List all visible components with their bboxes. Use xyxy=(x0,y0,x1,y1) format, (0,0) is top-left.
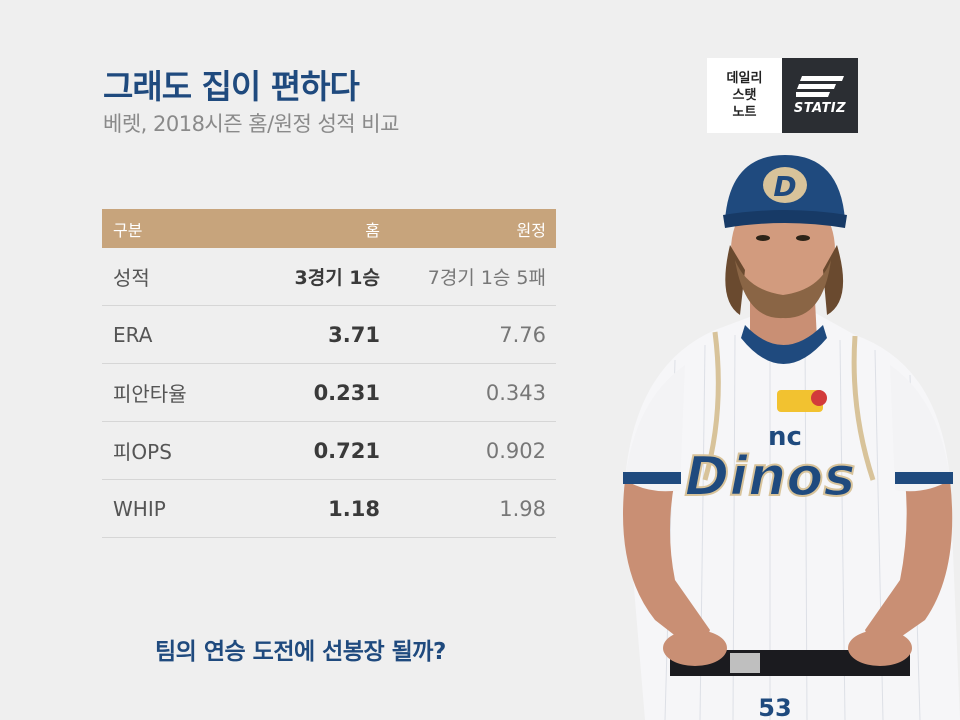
home-value: 3경기 1승 xyxy=(294,267,381,289)
header-away: 원정 xyxy=(516,220,546,240)
table-row: ERA 3.71 7.76 xyxy=(102,306,556,364)
row-label: 피OPS xyxy=(113,440,172,464)
footer-question: 팀의 연승 도전에 선봉장 될까? xyxy=(155,639,446,665)
speed-lines-icon xyxy=(796,75,844,97)
page-subtitle: 베렛, 2018시즌 홈/원정 성적 비교 xyxy=(103,112,399,136)
header-home: 홈 xyxy=(365,220,380,240)
left-arm xyxy=(623,480,710,655)
table-row: 피안타율 0.231 0.343 xyxy=(102,364,556,422)
row-label: 성적 xyxy=(113,266,150,290)
brand-name: STATIZ xyxy=(793,100,847,116)
away-value: 7.76 xyxy=(499,322,546,347)
statiz-brand-mark: STATIZ xyxy=(782,58,858,133)
row-label: WHIP xyxy=(113,496,166,521)
away-value: 7경기 1승 5패 xyxy=(427,267,546,289)
logo-line: 데일리 xyxy=(726,71,763,86)
away-value: 1.98 xyxy=(499,496,546,521)
comparison-table: 구분 홈 원정 성적 3경기 1승 7경기 1승 5패 ERA 3.71 7.7… xyxy=(102,209,556,538)
home-value: 0.231 xyxy=(313,380,380,405)
right-arm xyxy=(865,480,953,655)
table-row: 성적 3경기 1승 7경기 1승 5패 xyxy=(102,248,556,306)
home-value: 0.721 xyxy=(313,438,380,463)
logo-line: 스탯 xyxy=(732,88,757,103)
page-title: 그래도 집이 편하다 xyxy=(103,67,360,106)
jersey-number: 53 xyxy=(758,694,791,720)
away-value: 0.902 xyxy=(485,438,546,463)
row-label: 피안타율 xyxy=(113,382,187,406)
row-label: ERA xyxy=(113,322,153,347)
away-value: 0.343 xyxy=(485,380,546,405)
jersey-dinos: Dinos xyxy=(684,445,855,508)
header-category: 구분 xyxy=(113,220,143,240)
home-value: 3.71 xyxy=(328,322,380,347)
table-row: WHIP 1.18 1.98 xyxy=(102,480,556,538)
cap-logo: D xyxy=(773,170,796,203)
table-header: 구분 홈 원정 xyxy=(102,209,556,248)
logo-line: 노트 xyxy=(732,105,757,120)
table-row: 피OPS 0.721 0.902 xyxy=(102,422,556,480)
home-value: 1.18 xyxy=(328,496,380,521)
daily-stat-note-label: 데일리 스탯 노트 xyxy=(707,58,782,133)
jersey-nc: nc xyxy=(768,422,802,452)
player-photo: D nc Dinos 53 xyxy=(623,155,960,720)
statiz-logo: 데일리 스탯 노트 STATIZ xyxy=(707,58,858,133)
